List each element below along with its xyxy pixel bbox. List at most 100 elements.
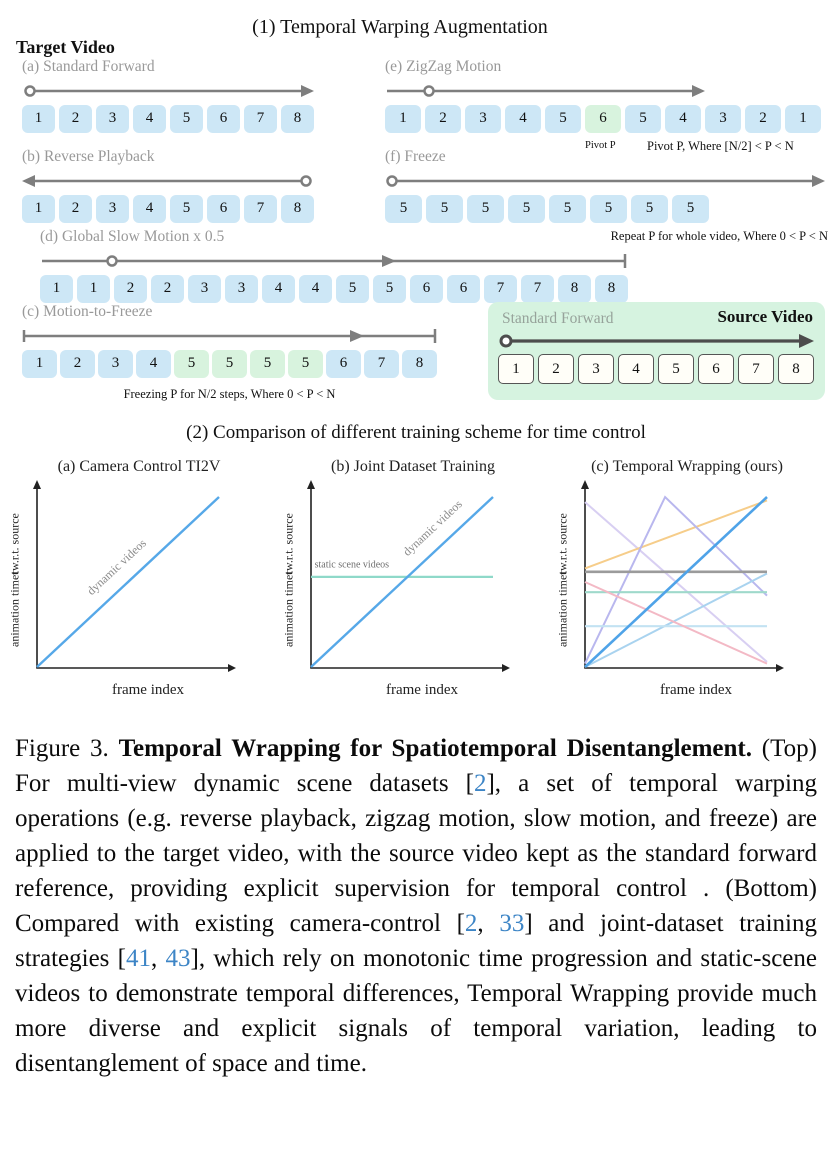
series-line [584, 499, 768, 570]
frame-box: 5 [545, 104, 581, 133]
caption-text: , [477, 910, 500, 937]
frame-box: 8 [402, 349, 437, 378]
series-line [584, 496, 768, 668]
frame-box: 5 [373, 274, 406, 303]
series-line [36, 496, 220, 668]
motion-to-freeze-arrow-icon [22, 328, 437, 343]
plot-annotation: dynamic videos [400, 497, 465, 559]
frame-box: 2 [538, 354, 574, 384]
frame-box: 5 [590, 194, 627, 223]
training-scheme-comparison: (2) Comparison of different training sch… [0, 412, 832, 699]
frame-box: 8 [778, 354, 814, 384]
citation-link[interactable]: 33 [499, 910, 525, 937]
y-axis-arrow-icon [33, 480, 41, 489]
y-axis-label: animation time t w.r.t. source [7, 512, 22, 648]
frame-box: 5 [385, 194, 422, 223]
y-axis-label: animation time t w.r.t. source [555, 512, 570, 648]
frame-box: 7 [521, 274, 554, 303]
frame-box: 2 [151, 274, 184, 303]
frame-box: 5 [170, 194, 203, 223]
frame-box: 6 [447, 274, 480, 303]
section1-title: (1) Temporal Warping Augmentation [252, 16, 548, 38]
reverse-arrow-icon [22, 174, 312, 187]
frame-box: 6 [410, 274, 443, 303]
citation-link[interactable]: 43 [165, 945, 191, 972]
frame-box: 5 [288, 349, 323, 378]
frame-box: 7 [484, 274, 517, 303]
plots-row: (a) Camera Control TI2V animation time t… [0, 444, 832, 699]
frame-box: 4 [618, 354, 654, 384]
x-axis-arrow-icon [228, 664, 236, 672]
frame-box: 3 [705, 104, 741, 133]
axes [310, 484, 505, 669]
frame-box: 6 [585, 104, 621, 133]
frame-box: 3 [96, 104, 129, 133]
x-axis-label: frame index [111, 682, 185, 698]
frame-box: 5 [336, 274, 369, 303]
source-video-title: Source Video [717, 307, 813, 326]
frame-box: 8 [281, 194, 314, 223]
frame-box: 1 [22, 194, 55, 223]
frame-box: 2 [60, 349, 95, 378]
zigzag-note: Pivot P, Where [N/2] < P < N [647, 139, 794, 153]
frame-box: 2 [59, 104, 92, 133]
frame-box: 2 [59, 194, 92, 223]
pivot-p-label: Pivot P [585, 140, 616, 151]
frame-box: 5 [631, 194, 668, 223]
frame-box: 4 [299, 274, 332, 303]
axes [584, 484, 779, 669]
frame-box: 5 [250, 349, 285, 378]
frame-box: 7 [244, 104, 277, 133]
frame-box: 8 [281, 104, 314, 133]
freeze-note: Repeat P for whole video, Where 0 < P < … [610, 229, 828, 243]
frame-box: 6 [698, 354, 734, 384]
zigzag-arrow-icon [387, 84, 705, 97]
plot-panel-temporal-wrapping: (c) Temporal Wrapping (ours) animation t… [554, 458, 820, 699]
plot-title: (a) Camera Control TI2V [57, 458, 221, 475]
frame-box: 8 [558, 274, 591, 303]
caption-text: ], a set of temporal warping operations … [15, 770, 818, 937]
temporal-warping-figure: (1) Temporal Warping Augmentation Target… [0, 0, 832, 412]
target-video-label: Target Video [16, 37, 115, 57]
axes [36, 484, 231, 669]
frame-box: 4 [136, 349, 171, 378]
frame-box: 1 [40, 274, 73, 303]
frame-box: 5 [212, 349, 247, 378]
caption-text: , [151, 945, 166, 972]
citation-link[interactable]: 2 [464, 910, 478, 937]
frame-box: 6 [326, 349, 361, 378]
frame-box: 3 [578, 354, 614, 384]
plot-canvas [581, 480, 784, 672]
row-label: (b) Reverse Playback [22, 148, 155, 165]
motion-to-freeze-note: Freezing P for N/2 steps, Where 0 < P < … [123, 387, 336, 401]
frame-box: 3 [98, 349, 133, 378]
source-forward-arrow-icon [499, 334, 814, 348]
row-label: (c) Motion-to-Freeze [22, 303, 153, 320]
citation-link[interactable]: 2 [473, 770, 487, 797]
citation-link[interactable]: 41 [126, 945, 152, 972]
frame-box: 1 [785, 104, 821, 133]
plot-canvas: static scene videos dynamic videos [307, 480, 510, 672]
plot-panel-joint-dataset: (b) Joint Dataset Training animation tim… [280, 458, 546, 699]
frame-box: 1 [498, 354, 534, 384]
series-line [584, 572, 768, 668]
frame-box: 5 [170, 104, 203, 133]
y-axis-arrow-icon [307, 480, 315, 489]
source-forward-label: Standard Forward [502, 310, 614, 327]
x-axis-arrow-icon [502, 664, 510, 672]
plot-title: (c) Temporal Wrapping (ours) [591, 458, 783, 475]
frame-box: 2 [425, 104, 461, 133]
series-line [584, 495, 768, 665]
frame-box: 5 [467, 194, 504, 223]
caption-text: Figure 3. [15, 735, 119, 762]
frame-box: 4 [133, 104, 166, 133]
